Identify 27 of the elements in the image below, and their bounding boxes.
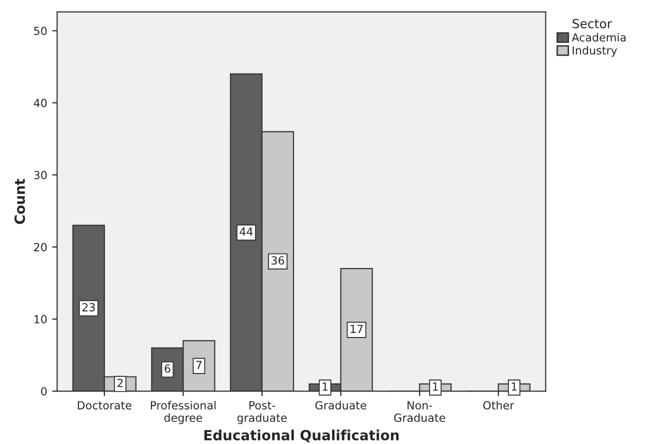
data-label: 6 <box>164 364 170 373</box>
y-tick-label: 50 <box>34 26 47 36</box>
y-axis-title: Count <box>14 178 26 224</box>
data-label: 1 <box>433 382 438 391</box>
data-label: 2 <box>117 378 123 388</box>
y-tick-label: 0 <box>41 387 47 396</box>
legend-title: Sector <box>572 18 612 28</box>
x-tick-label: Post- graduate <box>237 401 287 424</box>
data-label: 23 <box>82 303 95 312</box>
data-label: 1 <box>512 382 517 391</box>
legend-label: Industry <box>572 46 618 57</box>
x-tick-label: Non- Graduate <box>394 401 446 422</box>
x-tick-label: Other <box>483 400 514 410</box>
data-label: 17 <box>350 324 363 333</box>
y-tick-label: 10 <box>34 315 47 324</box>
x-tick-label: Professional degree <box>150 400 216 424</box>
x-tick-label: Graduate <box>315 400 366 410</box>
y-tick-label: 20 <box>34 242 47 252</box>
data-label: 44 <box>240 228 253 236</box>
data-label: 7 <box>196 360 202 369</box>
y-tick-label: 40 <box>34 98 47 108</box>
data-label: 1 <box>322 382 328 391</box>
x-axis-title: Educational Qualification <box>204 430 399 442</box>
y-tick-label: 30 <box>34 170 47 180</box>
data-label: 36 <box>272 256 284 265</box>
x-tick-label: Doctorate <box>78 401 132 410</box>
legend-label: Academia <box>572 32 626 42</box>
